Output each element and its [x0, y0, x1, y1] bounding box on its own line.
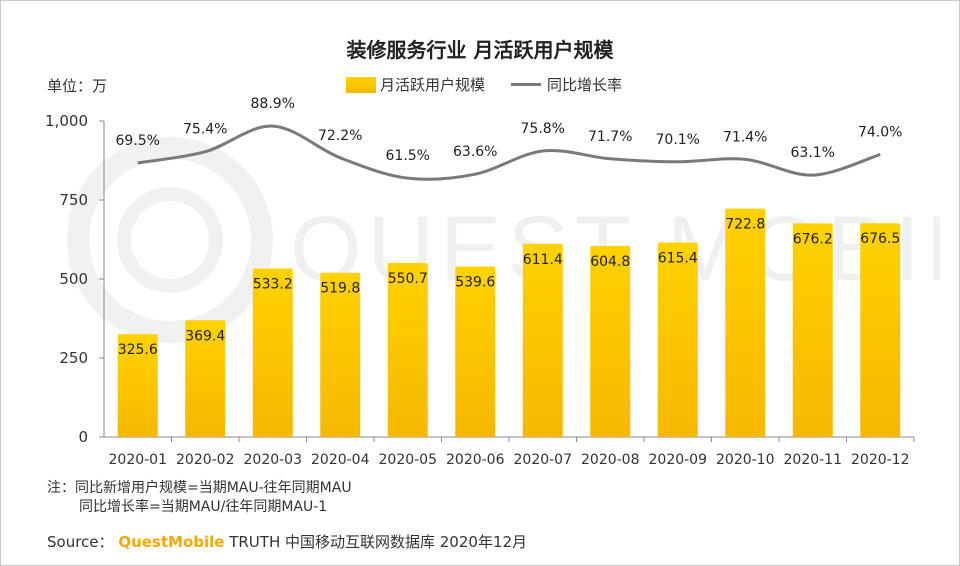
y-tick-label: 1,000: [45, 112, 88, 130]
y-tick-label: 500: [59, 270, 88, 288]
bar-value-label: 550.7: [388, 271, 428, 287]
x-tick-label: 2020-12: [851, 452, 910, 468]
bar-value-label: 533.2: [253, 277, 293, 293]
line-value-label: 71.7%: [588, 129, 632, 145]
growth-rate-line: [137, 124, 881, 181]
bar: [117, 334, 158, 437]
bar: [185, 320, 226, 437]
bar: [590, 245, 631, 437]
bar: [320, 272, 361, 437]
line-value-label: 72.2%: [318, 128, 362, 144]
bar-value-label: 539.6: [455, 274, 495, 290]
y-tick-label: 0: [78, 428, 88, 446]
x-tick-label: 2020-05: [379, 452, 438, 468]
source-prefix: Source：: [47, 533, 114, 551]
legend-line-label: 同比增长率: [547, 76, 623, 94]
bar: [792, 223, 833, 437]
bar: [860, 223, 901, 437]
source-line: Source： QuestMobile TRUTH 中国移动互联网数据库 202…: [47, 531, 527, 552]
bar-value-label: 676.2: [793, 231, 833, 247]
line-value-label: 69.5%: [116, 133, 160, 149]
line-value-label: 75.4%: [183, 122, 227, 138]
x-tick-label: 2020-03: [244, 452, 303, 468]
bar-value-label: 611.4: [523, 252, 563, 268]
legend: 月活跃用户规模 同比增长率: [346, 74, 622, 95]
line-value-label: 70.1%: [656, 132, 700, 148]
chart-title: 装修服务行业 月活跃用户规模: [346, 38, 614, 62]
x-tick-label: 2020-04: [311, 452, 370, 468]
y-tick-label: 750: [59, 191, 88, 209]
note-line-2: 同比增长率=当期MAU/往年同期MAU-1: [79, 499, 328, 515]
bar-value-label: 325.6: [118, 342, 158, 358]
bar: [252, 268, 293, 437]
line-value-label: 63.6%: [453, 144, 497, 160]
unit-label: 单位：万: [47, 77, 108, 95]
line-value-label: 71.4%: [723, 129, 767, 145]
bar: [455, 266, 496, 437]
note-line-1: 注：同比新增用户规模=当期MAU-往年同期MAU: [47, 480, 352, 496]
legend-line-swatch: [511, 83, 542, 86]
x-tick-label: 2020-01: [109, 452, 168, 468]
legend-bar-label: 月活跃用户规模: [380, 76, 486, 94]
bar-value-label: 676.5: [860, 231, 900, 247]
bar-value-label: 722.8: [725, 217, 765, 233]
x-tick-label: 2020-02: [176, 452, 235, 468]
y-tick-label: 250: [59, 349, 88, 367]
line-value-label: 88.9%: [251, 96, 295, 112]
line-value-label: 63.1%: [791, 145, 835, 161]
x-tick-label: 2020-07: [514, 452, 573, 468]
bar: [725, 208, 766, 437]
x-tick-label: 2020-08: [581, 452, 640, 468]
source-suffix: TRUTH 中国移动互联网数据库 2020年12月: [224, 533, 528, 551]
source-brand: QuestMobile: [118, 533, 225, 551]
bar: [522, 243, 563, 437]
line-value-label: 74.0%: [858, 124, 902, 140]
bar-value-label: 615.4: [658, 251, 698, 267]
x-tick-label: 2020-06: [446, 452, 505, 468]
line-value-label: 75.8%: [521, 121, 565, 137]
x-tick-label: 2020-11: [784, 452, 843, 468]
legend-bar-swatch: [346, 76, 376, 93]
x-tick-label: 2020-09: [649, 452, 708, 468]
notes: 注：同比新增用户规模=当期MAU-往年同期MAU 同比增长率=当期MAU/往年同…: [47, 479, 352, 517]
bar: [657, 242, 698, 437]
x-tick-label: 2020-10: [716, 452, 775, 468]
bar-value-label: 604.8: [590, 254, 630, 270]
bar-value-label: 369.4: [185, 328, 225, 344]
line-value-label: 61.5%: [386, 148, 430, 164]
bar-value-label: 519.8: [320, 281, 360, 297]
bar: [387, 262, 428, 437]
